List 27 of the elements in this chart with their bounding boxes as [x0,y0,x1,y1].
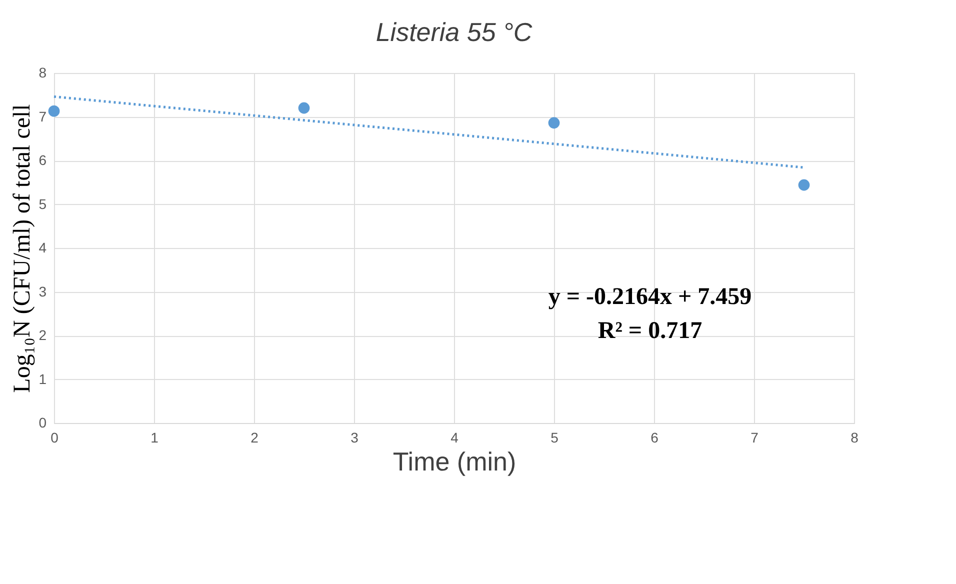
x-tick-label: 0 [50,430,59,446]
x-tick-label: 8 [850,430,859,446]
x-tick-label: 2 [250,430,259,446]
y-tick-label: 6 [38,152,47,168]
y-axis-title: Log₁₀N (CFU/ml) of total cell [10,104,36,393]
y-tick-label: 0 [38,414,47,430]
x-axis-title: Time (min) [392,446,516,476]
x-tick-label: 1 [150,430,159,446]
y-tick-label: 2 [38,327,47,343]
x-tick-label: 6 [650,430,659,446]
x-tick-label: 5 [550,430,559,446]
point [548,117,560,129]
point [48,105,60,117]
annotation: y = -0.2164x + 7.459 [548,284,752,310]
point [798,179,810,191]
y-tick-label: 1 [38,370,47,387]
y-tick-label: 8 [38,64,47,80]
y-tick-label: 3 [38,283,47,300]
chart-title: Listeria 55 °C [376,17,532,47]
x-tick-label: 7 [750,430,759,446]
y-tick-label: 7 [38,108,47,124]
annotation: R² = 0.717 [598,318,702,344]
y-tick-label: 5 [38,196,47,212]
x-tick-label: 3 [350,430,359,446]
point [298,102,310,114]
x-tick-label: 4 [450,430,459,446]
y-tick-label: 4 [38,240,47,256]
